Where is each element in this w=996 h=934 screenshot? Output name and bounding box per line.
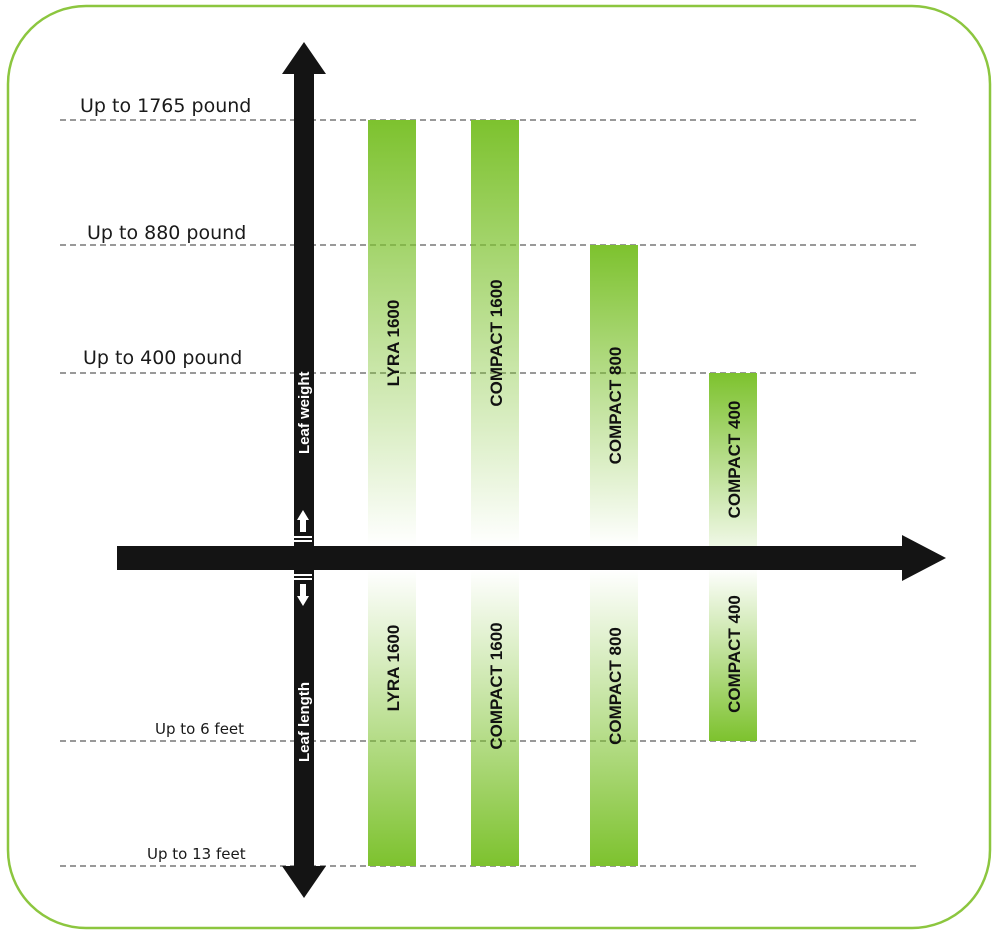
weight-bar — [709, 373, 757, 570]
length-bar — [709, 568, 757, 741]
weight-level-label: Up to 880 pound — [87, 222, 246, 244]
horizontal-axis-arrow — [117, 535, 946, 581]
length-bar-label: COMPACT 400 — [725, 595, 744, 713]
weight-level-label: Up to 1765 pound — [80, 95, 251, 117]
length-bar — [590, 570, 638, 866]
weight-direction-arrow-icon — [294, 510, 312, 542]
weight-level-label: Up to 400 pound — [83, 347, 242, 369]
weight-bar — [590, 245, 638, 546]
length-bar — [471, 570, 519, 866]
chart-frame — [6, 4, 992, 930]
length-bar-label: COMPACT 1600 — [487, 622, 506, 749]
length-bar — [368, 570, 416, 866]
vertical-axis-arrow — [282, 42, 326, 898]
weight-bar-label: COMPACT 400 — [725, 401, 744, 519]
length-level-label: Up to 6 feet — [155, 720, 244, 738]
length-axis-label: Leaf length — [296, 682, 313, 762]
weight-bar — [368, 120, 416, 546]
weight-axis-label: Leaf weight — [296, 371, 313, 454]
length-bar-label: LYRA 1600 — [384, 625, 403, 712]
weight-bar-label: LYRA 1600 — [384, 300, 403, 387]
length-direction-arrow-icon — [294, 574, 312, 606]
length-bar-label: COMPACT 800 — [606, 627, 625, 745]
weight-bar — [471, 120, 519, 546]
weight-bar-label: COMPACT 800 — [606, 347, 625, 465]
length-level-label: Up to 13 feet — [147, 845, 246, 863]
weight-bar-label: COMPACT 1600 — [487, 279, 506, 406]
